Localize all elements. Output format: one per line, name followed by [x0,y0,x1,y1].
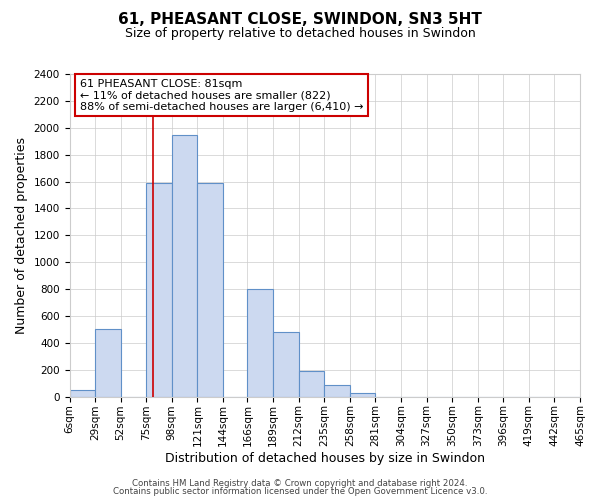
Text: Contains HM Land Registry data © Crown copyright and database right 2024.: Contains HM Land Registry data © Crown c… [132,478,468,488]
Text: Contains public sector information licensed under the Open Government Licence v3: Contains public sector information licen… [113,487,487,496]
Bar [95,330,121,396]
X-axis label: Distribution of detached houses by size in Swindon: Distribution of detached houses by size … [165,452,485,465]
Text: Size of property relative to detached houses in Swindon: Size of property relative to detached ho… [125,28,475,40]
Bar [172,134,197,396]
Bar [247,289,273,397]
Bar [350,392,376,396]
Bar [197,183,223,396]
Bar [146,183,172,396]
Text: 61, PHEASANT CLOSE, SWINDON, SN3 5HT: 61, PHEASANT CLOSE, SWINDON, SN3 5HT [118,12,482,28]
Bar [324,384,350,396]
Bar [299,371,324,396]
Bar [70,390,95,396]
Text: 61 PHEASANT CLOSE: 81sqm
← 11% of detached houses are smaller (822)
88% of semi-: 61 PHEASANT CLOSE: 81sqm ← 11% of detach… [80,79,363,112]
Y-axis label: Number of detached properties: Number of detached properties [15,137,28,334]
Bar [273,332,299,396]
